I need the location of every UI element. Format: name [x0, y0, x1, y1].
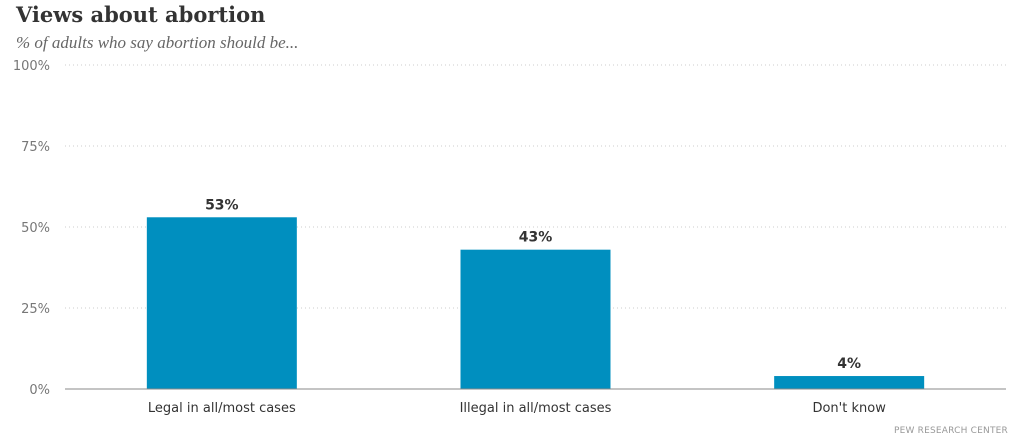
- source-credit: PEW RESEARCH CENTER: [893, 426, 1008, 436]
- chart-subtitle: % of adults who say abortion should be..…: [16, 33, 299, 52]
- bar: [460, 249, 611, 389]
- x-category-label: Don't know: [812, 401, 886, 416]
- bar: [146, 217, 297, 389]
- y-tick-label: 50%: [21, 221, 50, 236]
- bar: [774, 376, 925, 389]
- data-label: 43%: [519, 230, 553, 246]
- x-category-label: Illegal in all/most cases: [460, 401, 612, 416]
- y-tick-label: 100%: [13, 59, 50, 74]
- data-label: 4%: [837, 356, 861, 372]
- y-tick-label: 25%: [21, 302, 50, 317]
- y-tick-label: 75%: [21, 140, 50, 155]
- y-tick-label: 0%: [29, 383, 50, 398]
- chart-title: Views about abortion: [16, 2, 266, 27]
- x-category-label: Legal in all/most cases: [148, 401, 296, 416]
- data-label: 53%: [205, 197, 239, 213]
